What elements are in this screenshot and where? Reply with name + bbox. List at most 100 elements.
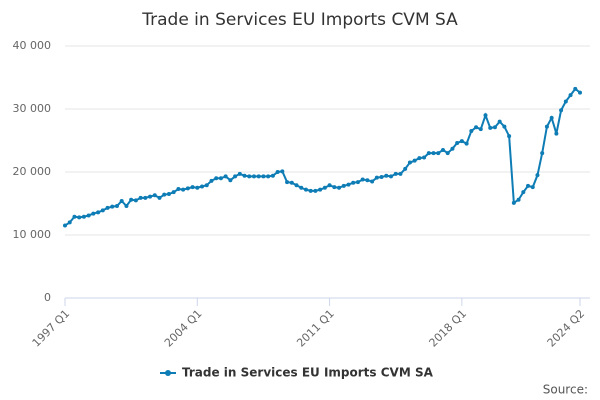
- data-point: [100, 208, 105, 213]
- data-point: [256, 174, 261, 179]
- data-point: [549, 115, 554, 120]
- data-point: [195, 185, 200, 190]
- data-point: [431, 151, 436, 156]
- data-point: [360, 177, 365, 182]
- data-point: [270, 173, 275, 178]
- data-point: [261, 174, 266, 179]
- data-point: [355, 180, 360, 185]
- data-point: [426, 151, 431, 156]
- data-point: [81, 214, 86, 219]
- data-point: [578, 90, 582, 95]
- data-point: [374, 175, 379, 180]
- data-point: [540, 151, 545, 156]
- data-point: [143, 195, 148, 200]
- data-point: [337, 185, 342, 190]
- data-point: [200, 184, 205, 189]
- data-point: [266, 174, 271, 179]
- data-point: [214, 176, 219, 181]
- data-point: [204, 183, 209, 188]
- y-tick-label: 10 000: [13, 228, 52, 241]
- data-point: [398, 171, 403, 176]
- data-point: [233, 174, 238, 179]
- data-point: [138, 195, 143, 200]
- data-point: [327, 183, 332, 188]
- data-point: [322, 185, 327, 190]
- data-point: [251, 174, 256, 179]
- data-point: [455, 141, 460, 146]
- data-point: [521, 190, 526, 195]
- data-point: [318, 187, 323, 192]
- data-point: [96, 210, 101, 215]
- x-tick-label: 2018 Q1: [427, 307, 470, 350]
- data-point: [403, 166, 408, 171]
- data-point: [370, 179, 375, 184]
- data-point: [474, 125, 479, 130]
- y-tick-label: 20 000: [13, 165, 52, 178]
- data-point: [162, 192, 167, 197]
- data-point: [393, 171, 398, 176]
- data-point: [544, 124, 549, 129]
- x-tick-label: 1997 Q1: [30, 307, 73, 350]
- data-point: [563, 99, 568, 104]
- data-point: [313, 188, 318, 193]
- data-point: [308, 188, 313, 193]
- data-point: [148, 194, 153, 199]
- data-point: [294, 183, 299, 188]
- data-point: [422, 155, 427, 160]
- x-tick-label: 2024 Q2: [545, 307, 588, 350]
- data-point: [516, 197, 521, 202]
- data-point: [568, 93, 573, 98]
- data-point: [280, 169, 285, 174]
- data-point: [247, 174, 252, 179]
- data-point: [450, 146, 455, 151]
- data-point: [63, 223, 67, 228]
- data-point: [554, 131, 559, 136]
- data-point: [110, 204, 115, 209]
- data-point: [190, 185, 195, 190]
- data-point: [469, 129, 474, 134]
- data-point: [299, 185, 304, 190]
- data-point: [157, 195, 162, 200]
- data-point: [488, 125, 493, 130]
- data-point: [440, 147, 445, 152]
- data-point: [275, 170, 280, 174]
- data-point: [285, 180, 290, 185]
- data-point: [105, 205, 110, 210]
- source-label: Source:: [543, 383, 588, 397]
- data-point: [289, 180, 294, 185]
- legend-label: Trade in Services EU Imports CVM SA: [182, 366, 434, 380]
- data-point: [492, 125, 497, 130]
- y-tick-label: 30 000: [13, 102, 52, 115]
- data-point: [478, 127, 483, 132]
- data-point: [124, 204, 129, 209]
- data-point: [407, 160, 412, 165]
- data-point: [389, 174, 394, 179]
- data-point: [365, 178, 370, 183]
- data-point: [119, 198, 124, 203]
- data-point: [86, 213, 91, 218]
- data-point: [341, 183, 346, 188]
- data-point: [502, 124, 507, 129]
- data-point: [67, 220, 72, 225]
- data-point: [171, 190, 176, 195]
- data-point: [535, 173, 540, 178]
- data-point: [228, 178, 233, 183]
- data-point: [303, 187, 308, 192]
- y-tick-label: 40 000: [13, 39, 52, 52]
- data-point: [559, 108, 564, 113]
- data-point: [530, 185, 535, 190]
- data-point: [417, 156, 422, 161]
- data-point: [218, 176, 223, 181]
- data-point: [91, 211, 96, 216]
- data-point: [223, 174, 228, 179]
- data-point: [507, 134, 512, 139]
- data-point: [332, 185, 337, 190]
- data-point: [181, 187, 186, 192]
- data-point: [483, 113, 488, 118]
- data-point: [464, 141, 469, 146]
- data-point: [166, 192, 171, 197]
- data-point: [72, 214, 77, 219]
- data-point: [114, 204, 119, 209]
- data-point: [209, 178, 214, 183]
- data-point: [573, 86, 578, 91]
